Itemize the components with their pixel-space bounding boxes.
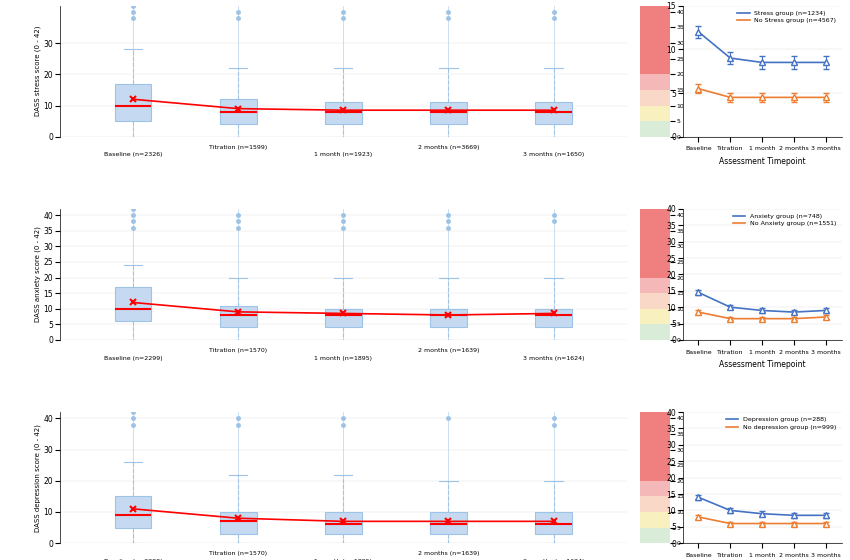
Text: 1 month (n=1895): 1 month (n=1895) — [314, 356, 372, 361]
Legend: Stress group (n=1234), No Stress group (n=4567): Stress group (n=1234), No Stress group (… — [735, 9, 838, 25]
Text: 1 month (n=1895): 1 month (n=1895) — [314, 559, 372, 560]
Bar — [640, 512, 670, 528]
Bar — [640, 209, 670, 278]
PathPatch shape — [430, 309, 467, 328]
Legend: Anxiety group (n=748), No Anxiety group (n=1551): Anxiety group (n=748), No Anxiety group … — [731, 212, 838, 228]
Text: 1 month (n=1923): 1 month (n=1923) — [314, 152, 372, 157]
PathPatch shape — [220, 512, 257, 534]
Text: 2 months (n=3669): 2 months (n=3669) — [417, 144, 479, 150]
Bar — [640, 74, 670, 90]
Bar — [640, 412, 670, 481]
PathPatch shape — [115, 496, 151, 528]
PathPatch shape — [536, 102, 572, 124]
Bar — [640, 293, 670, 309]
Text: 3 months (n=1650): 3 months (n=1650) — [523, 152, 584, 157]
PathPatch shape — [220, 99, 257, 124]
X-axis label: Assessment Timepoint: Assessment Timepoint — [719, 360, 805, 369]
Text: 2 months (n=1639): 2 months (n=1639) — [417, 348, 479, 353]
PathPatch shape — [536, 309, 572, 328]
X-axis label: Assessment Timepoint: Assessment Timepoint — [719, 157, 805, 166]
PathPatch shape — [220, 306, 257, 328]
PathPatch shape — [325, 512, 362, 534]
Bar — [640, 496, 670, 512]
Text: Titration (n=1570): Titration (n=1570) — [209, 348, 267, 353]
Text: Baseline (n=2299): Baseline (n=2299) — [104, 559, 162, 560]
Text: Titration (n=1599): Titration (n=1599) — [209, 144, 267, 150]
Y-axis label: DASS depression score (0 - 42): DASS depression score (0 - 42) — [34, 424, 41, 531]
Y-axis label: DASS stress score (0 - 42): DASS stress score (0 - 42) — [34, 26, 41, 116]
Text: 3 months (n=1624): 3 months (n=1624) — [523, 559, 584, 560]
Bar — [640, 481, 670, 496]
Text: 3 months (n=1624): 3 months (n=1624) — [523, 356, 584, 361]
PathPatch shape — [115, 83, 151, 121]
PathPatch shape — [115, 287, 151, 321]
PathPatch shape — [325, 102, 362, 124]
Bar — [640, 309, 670, 324]
Text: Titration (n=1570): Titration (n=1570) — [209, 551, 267, 556]
Text: Baseline (n=2299): Baseline (n=2299) — [104, 356, 162, 361]
Text: Baseline (n=2326): Baseline (n=2326) — [104, 152, 162, 157]
Bar — [640, 324, 670, 340]
Bar — [640, 528, 670, 543]
Bar — [640, 121, 670, 137]
PathPatch shape — [430, 102, 467, 124]
Bar — [640, 278, 670, 293]
Bar — [640, 90, 670, 105]
PathPatch shape — [325, 309, 362, 328]
Bar — [640, 105, 670, 121]
PathPatch shape — [536, 512, 572, 534]
Y-axis label: DASS anxiety score (0 - 42): DASS anxiety score (0 - 42) — [34, 226, 41, 323]
Legend: Depression group (n=288), No depression group (n=999): Depression group (n=288), No depression … — [723, 415, 838, 432]
Text: 2 months (n=1639): 2 months (n=1639) — [417, 551, 479, 556]
Bar — [640, 6, 670, 74]
PathPatch shape — [430, 512, 467, 534]
